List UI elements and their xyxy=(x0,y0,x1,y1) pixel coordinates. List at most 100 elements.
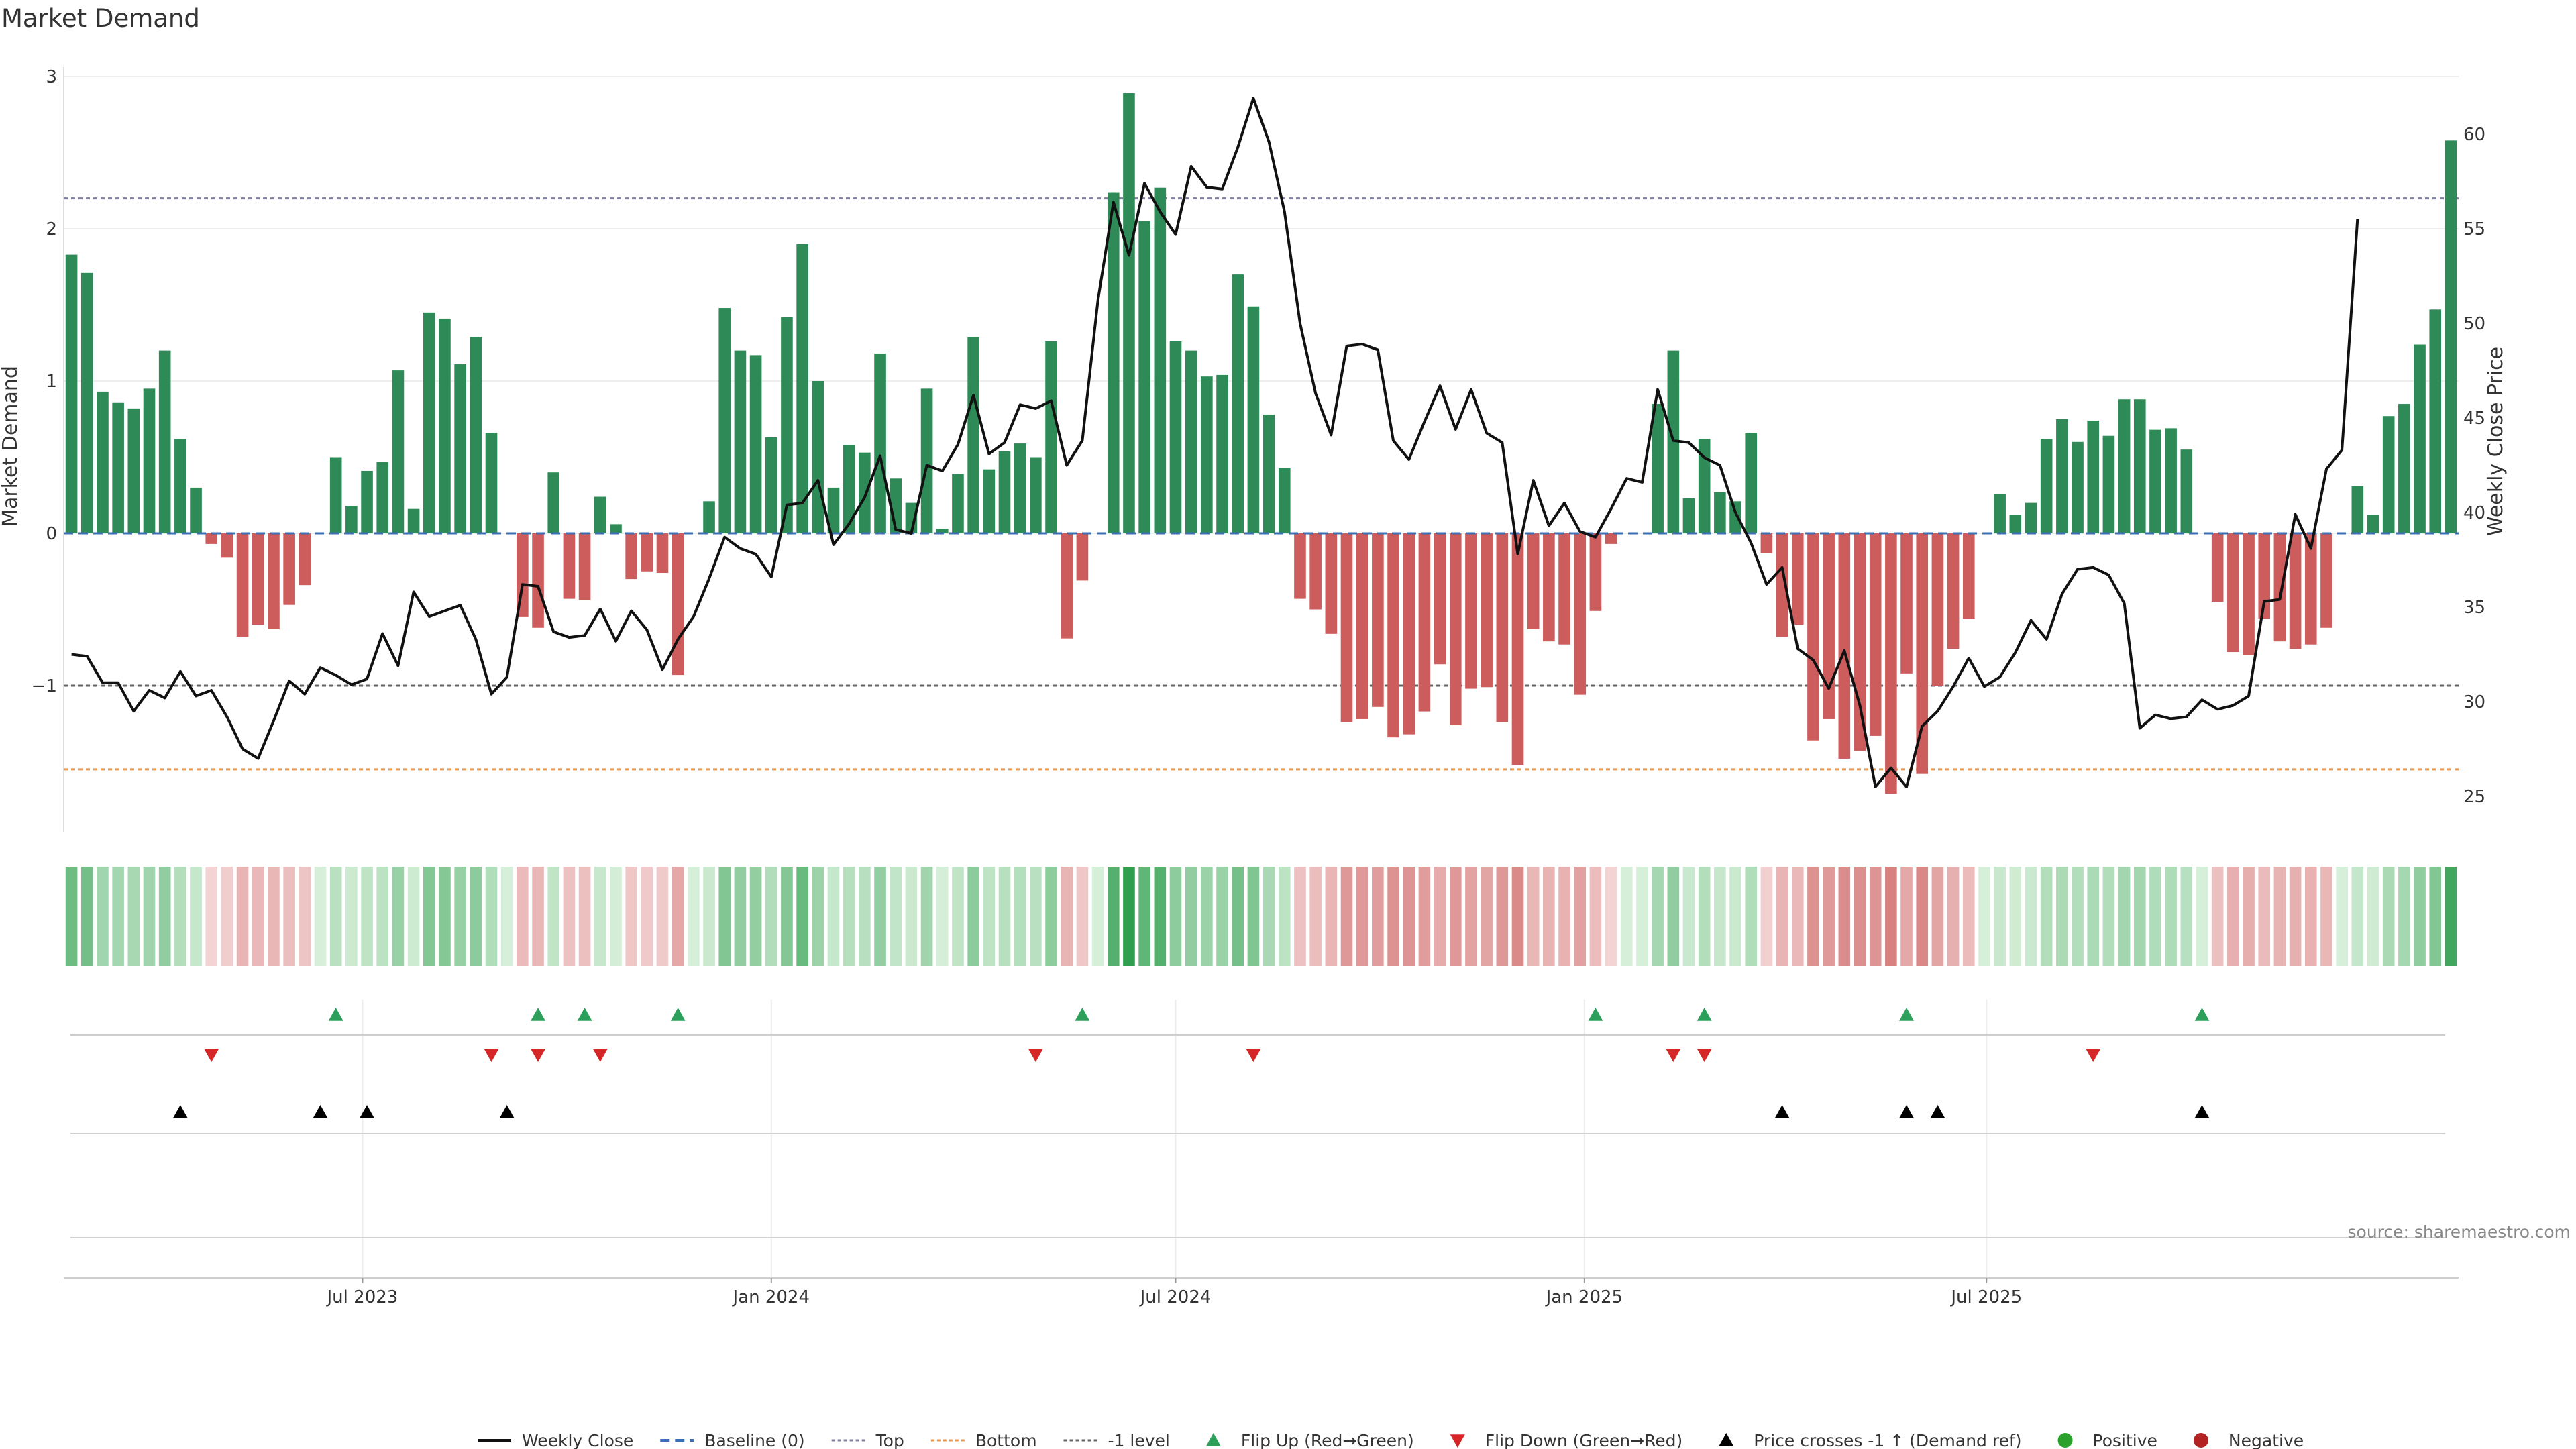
demand-bar xyxy=(80,272,93,533)
heatmap-cell xyxy=(80,867,93,966)
demand-bar xyxy=(2398,404,2410,533)
heatmap-cell xyxy=(2087,867,2100,966)
demand-bar xyxy=(796,244,808,533)
heatmap-cell xyxy=(2025,867,2037,966)
heatmap-cell xyxy=(983,867,996,966)
flip-down-marker xyxy=(1697,1049,1712,1062)
heatmap-cell xyxy=(843,867,855,966)
heatmap-cell xyxy=(547,867,560,966)
heatmap-cell xyxy=(2211,867,2224,966)
demand-bar xyxy=(190,487,202,533)
flip-up-marker xyxy=(1075,1008,1090,1021)
demand-bar xyxy=(1387,533,1399,738)
heatmap-cell xyxy=(1791,867,1804,966)
flip-down-marker xyxy=(1028,1049,1043,1062)
demand-bar xyxy=(2429,309,2442,533)
price-cross-marker xyxy=(1774,1105,1790,1118)
demand-bar xyxy=(454,364,466,533)
heatmap-cell xyxy=(2040,867,2053,966)
demand-bar xyxy=(1014,443,1026,533)
legend-label: Flip Down (Green→Red) xyxy=(1485,1431,1683,1449)
demand-bar xyxy=(2227,533,2239,653)
legend: Weekly Close Baseline (0) Top Bottom -1 leve… xyxy=(478,1431,2304,1449)
heatmap-cell xyxy=(392,867,405,966)
demand-bar xyxy=(749,355,762,533)
demand-bar xyxy=(547,472,560,533)
heatmap-cell xyxy=(500,867,513,966)
demand-bar xyxy=(1511,533,1524,765)
heatmap-cell xyxy=(2165,867,2177,966)
legend-item: Flip Up (Red→Green) xyxy=(1205,1431,1414,1449)
heatmap-cell xyxy=(2258,867,2271,966)
heatmap-cell xyxy=(190,867,202,966)
demand-bar xyxy=(765,437,777,533)
heatmap-cell xyxy=(2304,867,2317,966)
demand-bar xyxy=(1496,533,1509,722)
legend-item: Negative xyxy=(2193,1431,2304,1449)
legend-label: Negative xyxy=(2229,1431,2304,1449)
heatmap-cell xyxy=(517,867,529,966)
heatmap-cell xyxy=(1325,867,1338,966)
demand-bar xyxy=(1994,493,2006,533)
demand-bar xyxy=(1791,533,1804,625)
demand-bar xyxy=(1652,404,1664,533)
heatmap-cell xyxy=(2149,867,2161,966)
heatmap-cell xyxy=(1247,867,1260,966)
demand-bar xyxy=(2133,399,2146,533)
demand-bar xyxy=(1776,533,1788,637)
heatmap-cell xyxy=(1667,867,1680,966)
heatmap-cell xyxy=(2009,867,2022,966)
heatmap-cell xyxy=(1372,867,1384,966)
demand-bar xyxy=(1962,533,1975,619)
x-tick-label: Jul 2023 xyxy=(326,1287,398,1307)
demand-bar xyxy=(2304,533,2317,645)
demand-bar xyxy=(2072,441,2084,533)
heatmap-cell xyxy=(2320,867,2332,966)
demand-bar xyxy=(1745,433,1758,533)
legend-icon xyxy=(1205,1433,1221,1446)
demand-bar xyxy=(1682,498,1695,533)
heatmap-cell xyxy=(2414,867,2426,966)
heatmap-cell xyxy=(578,867,591,966)
demand-bar xyxy=(1760,533,1773,553)
demand-bar xyxy=(2009,515,2022,533)
heatmap-cell xyxy=(1091,867,1104,966)
demand-bar xyxy=(656,533,669,574)
legend-label: Bottom xyxy=(975,1431,1037,1449)
legend-item: -1 level xyxy=(1063,1431,1170,1449)
demand-bar xyxy=(1527,533,1540,630)
demand-heatmap-strip xyxy=(65,867,2457,966)
heatmap-cell xyxy=(641,867,653,966)
heatmap-cell xyxy=(1729,867,1741,966)
chart-title: Market Demand xyxy=(1,4,200,33)
demand-bar xyxy=(127,408,140,533)
x-tick-label: Jan 2025 xyxy=(1545,1287,1623,1307)
flip-down-marker xyxy=(2086,1049,2101,1062)
weekly-close-line xyxy=(71,97,2359,788)
demand-bar xyxy=(1356,533,1368,719)
flip-up-markers xyxy=(328,1008,2210,1021)
demand-bar xyxy=(470,337,482,533)
heatmap-cell xyxy=(1356,867,1368,966)
demand-bar xyxy=(1434,533,1446,665)
demand-bar xyxy=(1403,533,1415,735)
heatmap-cell xyxy=(2227,867,2239,966)
heatmap-cell xyxy=(1978,867,1990,966)
x-axis-ticks: Jul 2023 Jan 2024 Jul 2024 Jan 2025 Jul 2025 xyxy=(326,1278,2022,1307)
heatmap-cell xyxy=(1885,867,1897,966)
heatmap-cell xyxy=(1107,867,1120,966)
heatmap-cell xyxy=(283,867,295,966)
demand-bar xyxy=(1061,533,1073,639)
demand-bar xyxy=(2040,439,2053,533)
x-tick-label: Jul 2024 xyxy=(1139,1287,1212,1307)
heatmap-cell xyxy=(1714,867,1726,966)
heatmap-cell xyxy=(1154,867,1167,966)
heatmap-cell xyxy=(1123,867,1135,966)
heatmap-cell xyxy=(423,867,435,966)
demand-bar xyxy=(97,391,109,533)
demand-bar xyxy=(1216,374,1228,533)
y-tick-label: 1 xyxy=(46,372,57,392)
reference-lines xyxy=(64,197,2459,771)
heatmap-cell xyxy=(1403,867,1415,966)
heatmap-cell xyxy=(1387,867,1399,966)
